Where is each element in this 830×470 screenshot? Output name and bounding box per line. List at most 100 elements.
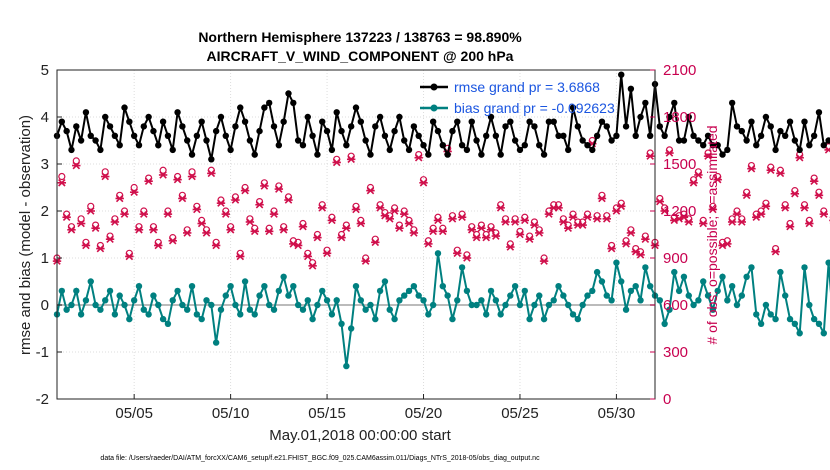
bias-point	[314, 301, 321, 309]
bias-point	[111, 311, 119, 318]
assimilated-obs-point	[766, 166, 775, 175]
y2-tick-label: 2100	[663, 62, 696, 79]
bias-point	[724, 297, 731, 304]
rmse-point	[294, 137, 302, 144]
assimilated-obs-point	[583, 213, 592, 222]
rmse-point	[439, 142, 447, 149]
assimilated-obs-point	[742, 191, 751, 200]
bias-point	[478, 297, 485, 304]
assimilated-obs-point	[462, 254, 472, 262]
assimilated-obs-point	[149, 226, 158, 234]
rmse-point	[584, 142, 591, 149]
rmse-point	[777, 127, 784, 135]
rmse-point	[97, 146, 104, 154]
assimilated-obs-point	[129, 188, 139, 196]
rmse-point	[675, 137, 683, 144]
bias-point	[396, 297, 403, 304]
assimilated-obs-point	[501, 218, 510, 226]
assimilated-obs-point	[645, 152, 655, 160]
bias-point	[116, 292, 123, 299]
bias-point	[526, 315, 533, 323]
bias-point	[372, 315, 379, 323]
assimilated-obs-point	[453, 249, 462, 258]
legend-bias-marker	[430, 104, 438, 112]
bias-point	[738, 292, 746, 299]
rmse-point	[396, 113, 403, 121]
assimilated-obs-point	[91, 224, 100, 232]
assimilated-obs-point	[240, 186, 250, 195]
assimilated-obs-point	[708, 205, 718, 214]
bias-point	[434, 250, 442, 257]
bias-point	[487, 287, 495, 295]
x-tick-label: 05/05	[115, 405, 153, 422]
bias-point	[733, 301, 741, 309]
assimilated-obs-point	[298, 222, 308, 231]
assimilated-obs-point	[76, 219, 86, 228]
assimilated-obs-point	[438, 227, 448, 236]
bias-point	[275, 287, 283, 295]
rmse-point	[111, 132, 119, 139]
bias-point	[564, 301, 572, 309]
rmse-point	[560, 132, 567, 139]
bias-point	[169, 297, 176, 304]
bias-point	[410, 283, 418, 290]
rmse-point	[212, 127, 220, 135]
bias-point	[613, 259, 620, 266]
rmse-point	[357, 118, 365, 125]
bias-point	[227, 283, 234, 290]
rmse-point	[319, 118, 326, 125]
assimilated-obs-point	[284, 196, 293, 204]
bias-point	[391, 315, 398, 323]
x-tick-label: 05/15	[308, 405, 346, 422]
assimilated-obs-point	[636, 251, 645, 259]
rmse-point	[608, 137, 615, 144]
assimilated-obs-point	[255, 200, 264, 209]
bias-point	[632, 283, 639, 290]
rmse-point	[728, 99, 736, 107]
assimilated-obs-point	[496, 204, 505, 212]
assimilated-obs-point	[785, 222, 795, 231]
bias-point	[786, 315, 794, 323]
bias-point	[801, 264, 808, 271]
bias-point	[401, 292, 408, 299]
possible-obs-point	[72, 157, 80, 165]
assimilated-obs-point	[110, 218, 120, 226]
rmse-point	[217, 113, 225, 121]
rmse-point	[719, 151, 726, 158]
rmse-point	[82, 109, 90, 116]
rmse-point	[304, 113, 311, 121]
assimilated-obs-point	[776, 169, 785, 178]
bias-point	[825, 259, 830, 266]
assimilated-obs-point	[371, 238, 380, 247]
bias-point	[212, 339, 220, 346]
rmse-point	[507, 118, 514, 125]
bias-point	[203, 297, 210, 304]
rmse-point	[632, 132, 639, 139]
assimilated-obs-point	[178, 194, 187, 203]
rmse-point	[516, 146, 524, 154]
rmse-point	[73, 123, 80, 130]
assimilated-obs-point	[756, 210, 766, 218]
rmse-point	[381, 132, 389, 139]
y-tick-label: 5	[41, 62, 49, 79]
x-tick-label: 05/30	[598, 405, 636, 422]
rmse-point	[338, 127, 345, 135]
bias-point	[762, 301, 770, 309]
assimilated-obs-point	[414, 153, 423, 162]
bias-point	[545, 301, 553, 309]
assimilated-obs-point	[568, 213, 578, 222]
assimilated-obs-point	[279, 226, 288, 234]
legend-rmse-marker	[430, 83, 438, 91]
assimilated-obs-point	[57, 179, 67, 187]
plot-frame	[56, 69, 656, 400]
assimilated-obs-point	[395, 224, 404, 232]
bias-point	[323, 297, 331, 304]
assimilated-obs-point	[515, 230, 525, 239]
assimilated-obs-point	[419, 179, 428, 187]
bias-point	[159, 315, 167, 323]
rmse-point	[367, 151, 374, 158]
assimilated-obs-point	[342, 224, 351, 232]
rmse-point	[656, 123, 664, 130]
assimilated-obs-point	[641, 235, 650, 243]
x-tick-label: 05/10	[212, 405, 250, 422]
